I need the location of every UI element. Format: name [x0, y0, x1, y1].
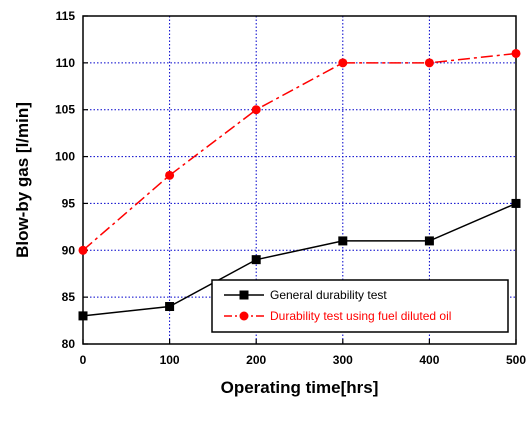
series-2	[78, 48, 521, 255]
data-point	[78, 311, 88, 321]
plot-area	[82, 15, 517, 345]
series-line	[82, 202, 517, 317]
y-tick-label: 110	[56, 56, 76, 70]
data-point	[511, 48, 521, 58]
x-tick-label: 0	[80, 353, 87, 367]
y-tick-label: 100	[55, 150, 75, 164]
data-point	[424, 58, 434, 68]
legend-item: General durability test	[224, 288, 387, 302]
y-tick-label: 80	[62, 337, 76, 351]
data-point	[165, 302, 175, 312]
legend-label: Durability test using fuel diluted oil	[270, 309, 451, 323]
data-point	[424, 236, 434, 246]
data-point	[251, 105, 261, 115]
data-point	[338, 236, 348, 246]
y-tick-label: 85	[62, 290, 76, 304]
y-tick-label: 95	[62, 196, 76, 210]
y-tick-label: 90	[62, 243, 76, 257]
data-point	[78, 245, 88, 255]
x-tick-label: 300	[333, 353, 353, 367]
y-tick-label: 115	[56, 9, 76, 23]
series-1	[78, 198, 521, 321]
data-point	[165, 170, 175, 180]
data-point	[338, 58, 348, 68]
legend-item: Durability test using fuel diluted oil	[224, 309, 451, 323]
series-line	[82, 52, 517, 251]
legend: General durability test Durability test u…	[211, 279, 509, 333]
x-axis-label: Operating time[hrs]	[221, 378, 379, 397]
legend-box	[211, 279, 509, 333]
series-group	[78, 48, 521, 321]
data-point	[511, 198, 521, 208]
legend-marker	[239, 290, 249, 300]
y-tick-label: 105	[55, 103, 75, 117]
y-axis-label: Blow-by gas [l/min]	[13, 102, 32, 258]
x-tick-label: 200	[246, 353, 266, 367]
legend-label: General durability test	[270, 288, 387, 302]
x-tick-label: 400	[419, 353, 439, 367]
data-point	[251, 255, 261, 265]
legend-marker	[239, 311, 249, 321]
x-tick-label: 500	[506, 353, 526, 367]
axis-ticks: 0 100 200 300 400 500 80 85 90 95 100 105 110 115	[55, 9, 526, 367]
x-tick-label: 100	[160, 353, 180, 367]
